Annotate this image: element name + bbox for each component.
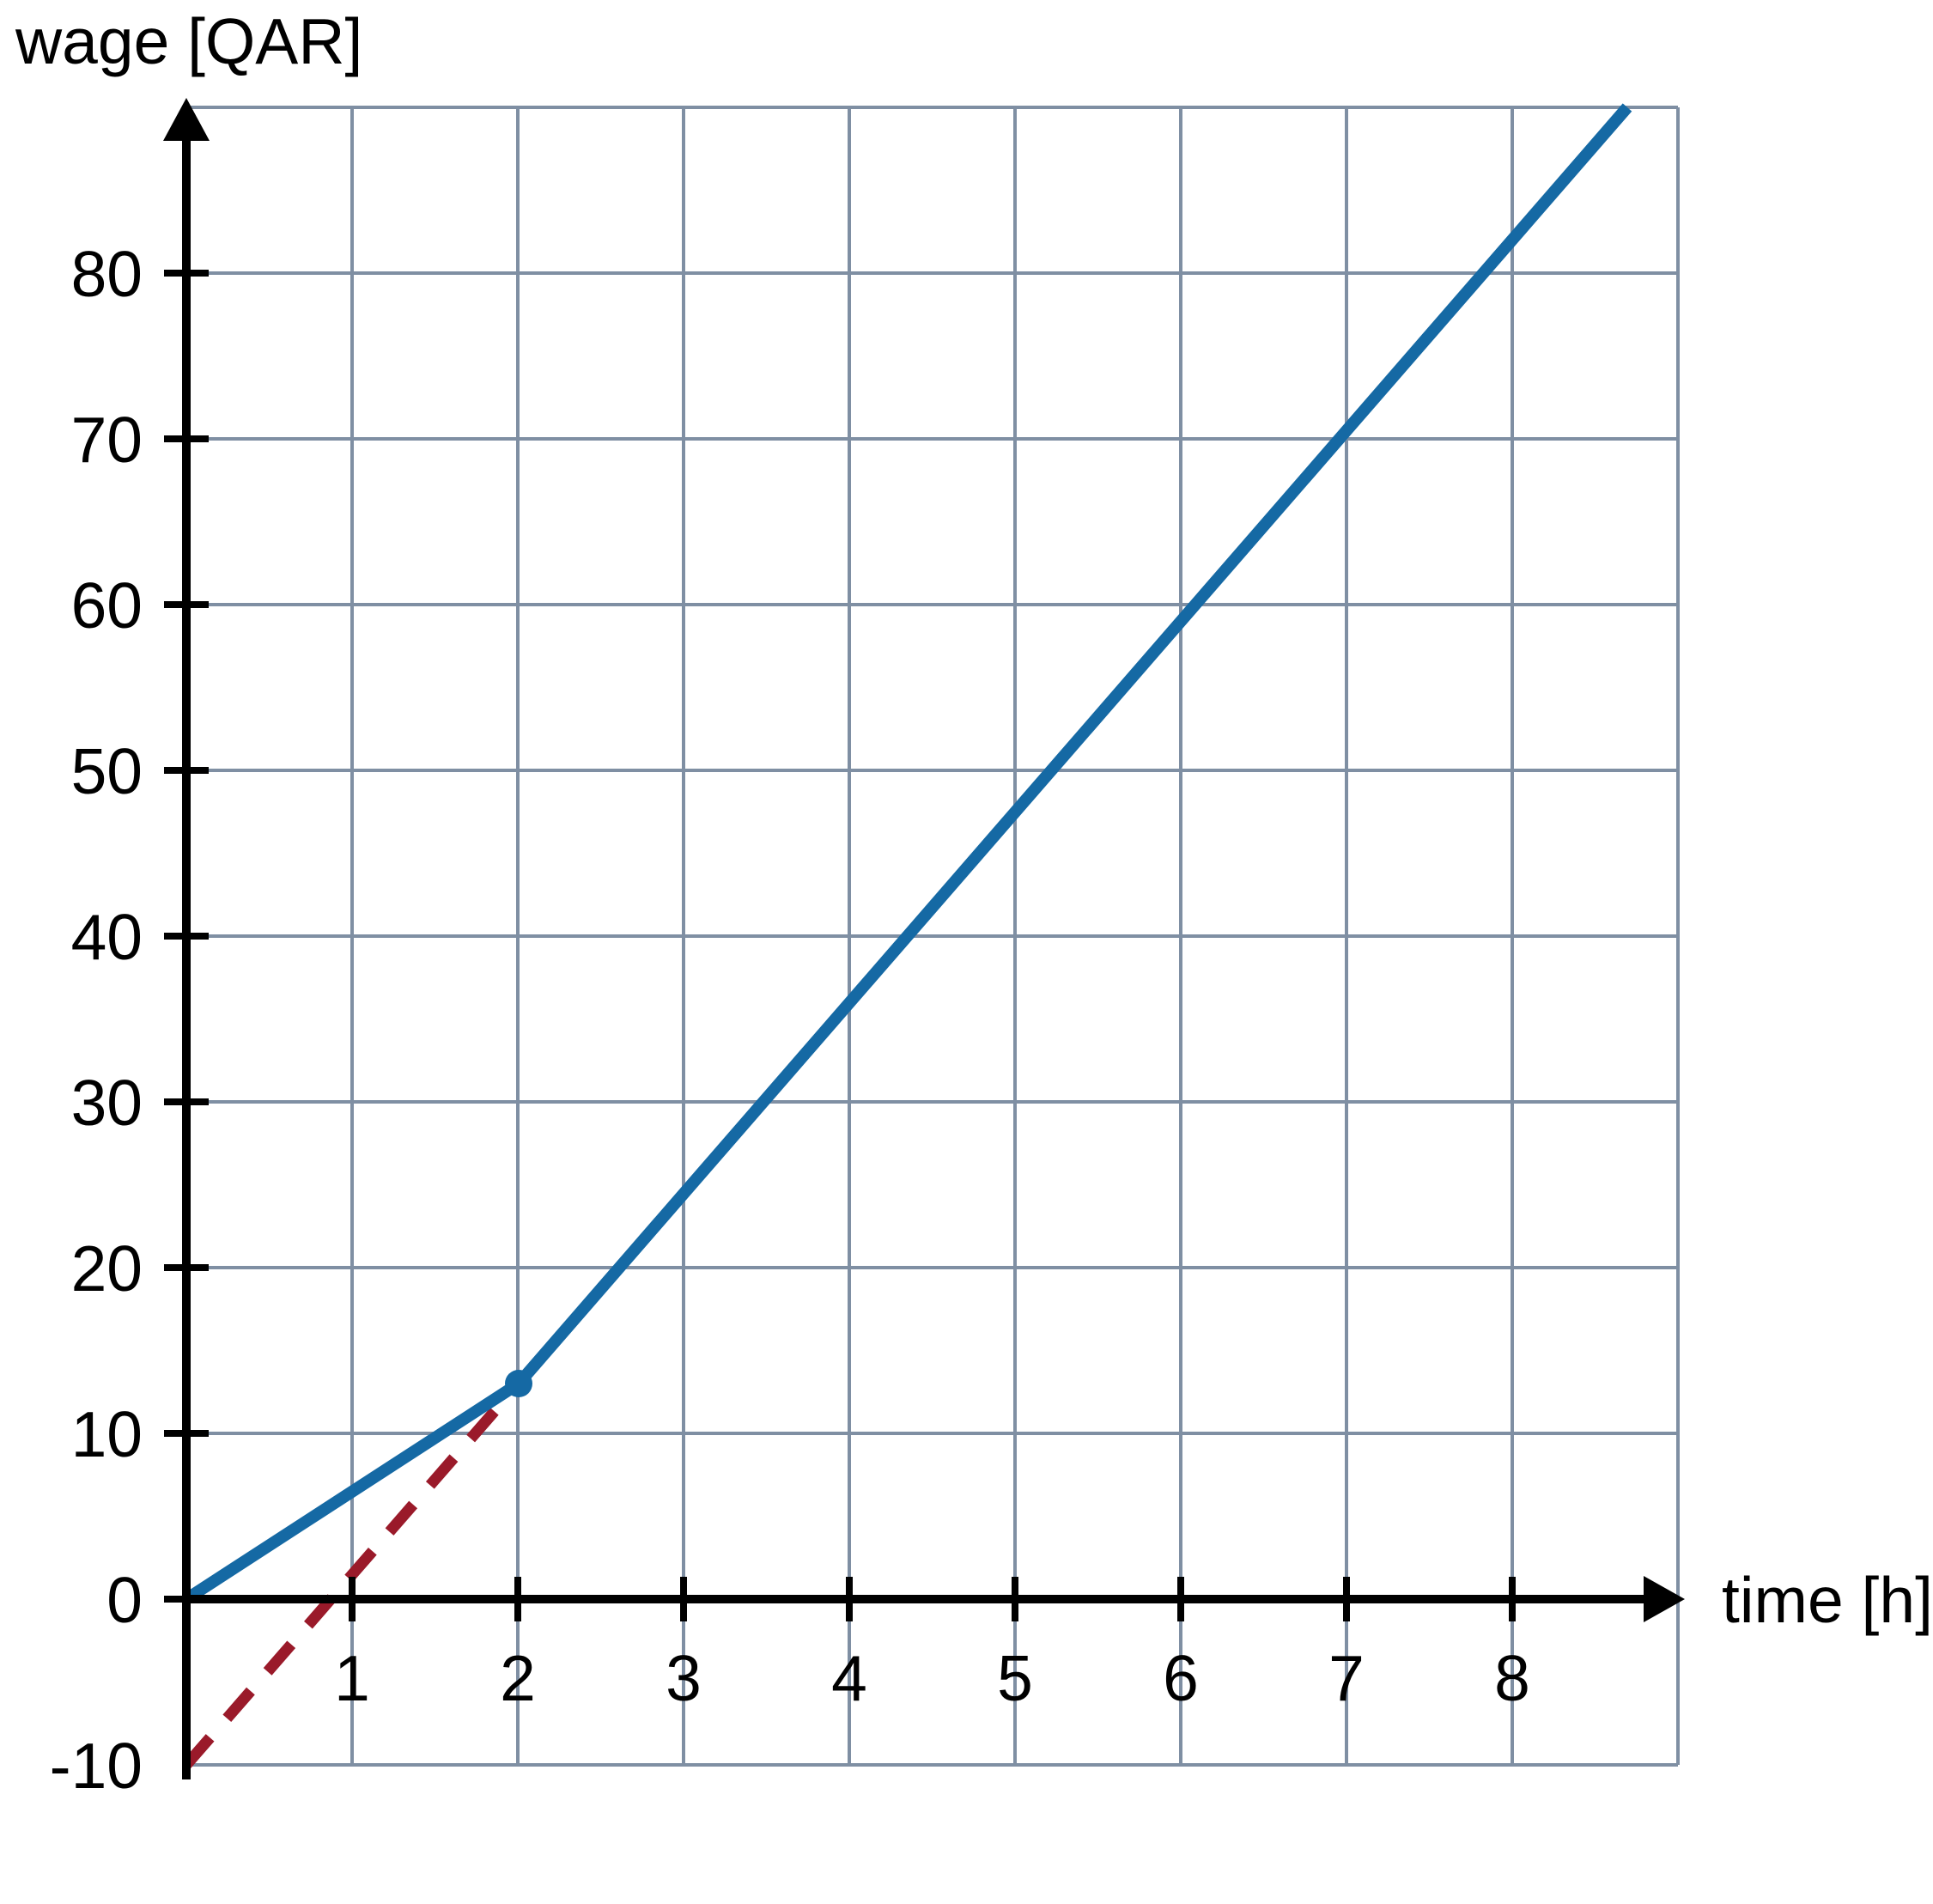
point-marker — [505, 1370, 532, 1397]
y-tick-label: 30 — [71, 1067, 143, 1139]
x-axis-arrow-icon — [1644, 1576, 1685, 1622]
y-tick-label: 40 — [71, 901, 143, 973]
gridlines — [186, 106, 1680, 1767]
tick-marks — [164, 270, 1516, 1621]
x-tick-label: 5 — [997, 1642, 1033, 1714]
x-tick-label: 3 — [666, 1642, 702, 1714]
y-tick-labels: -10 0 10 20 30 40 50 60 70 80 — [50, 238, 143, 1802]
y-tick-label: 0 — [106, 1564, 143, 1636]
x-tick-label: 2 — [500, 1642, 536, 1714]
y-tick-label: 60 — [71, 569, 143, 642]
x-tick-label: 7 — [1328, 1642, 1365, 1714]
y-tick-label: 70 — [71, 404, 143, 476]
dashed-extension-line — [182, 1379, 523, 1769]
x-tick-label: 6 — [1163, 1642, 1199, 1714]
y-axis-title: wage [QAR] — [15, 5, 362, 77]
x-tick-label: 4 — [831, 1642, 867, 1714]
x-tick-labels: 1 2 3 4 5 6 7 8 — [334, 1642, 1530, 1714]
y-tick-label: 20 — [71, 1232, 143, 1305]
x-axis-title: time [h] — [1722, 1564, 1933, 1636]
y-axis-arrow-icon — [163, 98, 210, 141]
y-tick-label: 80 — [71, 238, 143, 310]
x-tick-label: 1 — [334, 1642, 370, 1714]
axes — [163, 98, 1685, 1779]
y-tick-label: 10 — [71, 1398, 143, 1470]
x-tick-label: 8 — [1494, 1642, 1530, 1714]
y-tick-label: 50 — [71, 735, 143, 807]
y-tick-label: -10 — [50, 1730, 143, 1802]
